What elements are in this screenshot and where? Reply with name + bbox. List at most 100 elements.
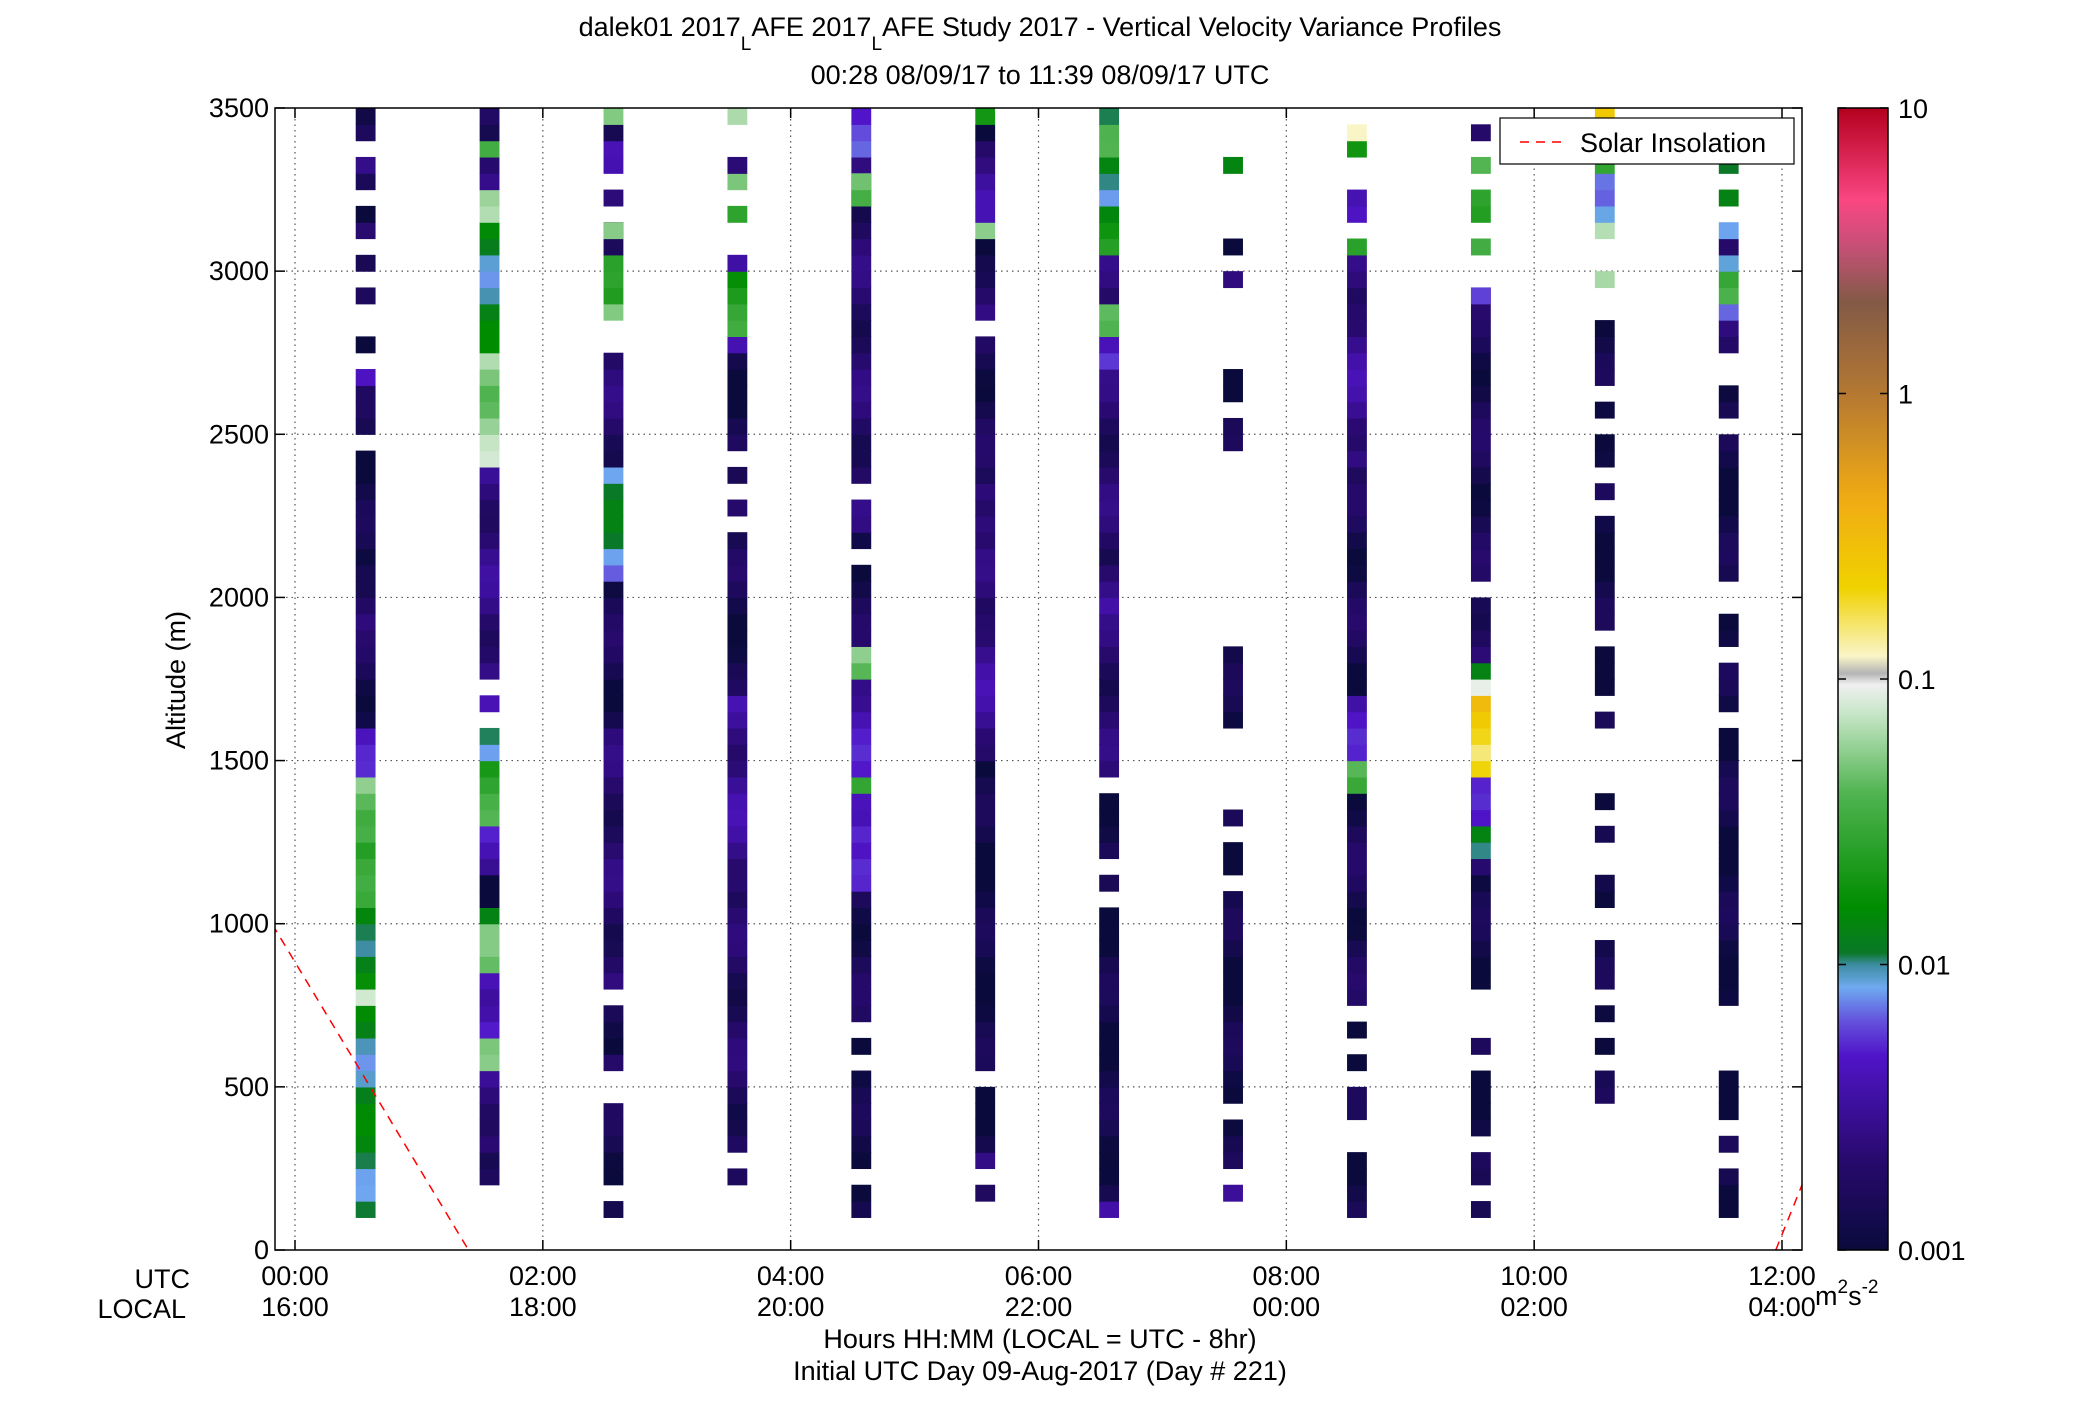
variance-cell: [1347, 695, 1367, 713]
variance-cell: [355, 466, 376, 484]
variance-cell: [1347, 385, 1367, 403]
variance-cell: [1099, 842, 1120, 860]
variance-cell: [479, 205, 500, 223]
variance-cell: [603, 140, 624, 158]
variance-cell: [1347, 254, 1367, 272]
variance-cell: [727, 988, 748, 1006]
variance-cell: [1718, 940, 1739, 957]
variance-cell: [479, 776, 500, 794]
variance-cell: [355, 613, 376, 631]
x-tick-label-utc: 04:00: [757, 1261, 825, 1291]
variance-cell: [603, 303, 624, 321]
variance-cell: [727, 842, 748, 860]
variance-cell: [479, 874, 500, 892]
variance-cell: [1347, 613, 1367, 631]
variance-cell: [479, 597, 500, 615]
variance-cell: [603, 956, 624, 974]
variance-cell: [1470, 352, 1491, 370]
variance-cell: [355, 254, 376, 272]
y-tick-label: 0: [254, 1235, 269, 1265]
variance-cell: [479, 515, 500, 533]
variance-cell: [1718, 776, 1739, 794]
variance-cell: [1347, 1201, 1367, 1218]
variance-cell: [975, 1037, 996, 1055]
variance-cell: [1594, 515, 1615, 533]
variance-cell: [1718, 956, 1739, 974]
variance-cell: [1594, 336, 1615, 354]
variance-cell: [1347, 744, 1367, 762]
variance-cell: [727, 548, 748, 566]
variance-cell: [1099, 303, 1120, 321]
variance-cell: [1594, 352, 1615, 370]
variance-cell: [479, 727, 500, 745]
variance-cell: [727, 385, 748, 403]
colorbar-tick-label: 0.1: [1898, 665, 1936, 695]
variance-cell: [1470, 548, 1491, 566]
variance-cell: [851, 499, 872, 517]
variance-cell: [1099, 646, 1120, 664]
variance-cell: [1470, 189, 1491, 207]
variance-cell: [1223, 842, 1243, 860]
variance-cell: [1470, 1037, 1491, 1055]
variance-cell: [851, 646, 872, 664]
variance-cell: [851, 1201, 872, 1218]
variance-cell: [603, 1005, 624, 1023]
variance-cell: [975, 434, 996, 452]
variance-cell: [1718, 793, 1739, 811]
variance-cell: [355, 532, 376, 550]
variance-cell: [1223, 858, 1243, 876]
variance-cell: [479, 613, 500, 631]
variance-cell: [355, 842, 376, 860]
variance-cell: [355, 108, 376, 125]
variance-cell: [355, 483, 376, 501]
variance-cell: [1347, 891, 1367, 908]
variance-cell: [1223, 923, 1243, 941]
variance-cell: [1099, 287, 1120, 305]
variance-cell: [851, 597, 872, 615]
variance-cell: [851, 140, 872, 158]
variance-cell: [727, 401, 748, 419]
variance-cell: [727, 1037, 748, 1055]
variance-cell: [355, 515, 376, 533]
variance-cell: [1099, 695, 1120, 713]
variance-cell: [479, 662, 500, 680]
variance-cell: [603, 1168, 624, 1186]
variance-cell: [1347, 564, 1367, 582]
variance-cell: [479, 1070, 500, 1088]
variance-cell: [851, 254, 872, 272]
variance-cell: [355, 385, 376, 403]
variance-cell: [603, 156, 624, 174]
variance-cell: [1594, 711, 1615, 729]
variance-cell: [1099, 613, 1120, 631]
variance-cell: [1470, 434, 1491, 452]
variance-cell: [1718, 401, 1739, 419]
colorbar-tick-label: 0.001: [1898, 1236, 1966, 1266]
variance-cell: [1347, 972, 1367, 990]
variance-cell: [1099, 744, 1120, 762]
variance-cell: [975, 825, 996, 843]
variance-cell: [1099, 679, 1120, 696]
variance-cell: [1347, 369, 1367, 386]
variance-cell: [479, 352, 500, 370]
variance-cell: [603, 515, 624, 533]
variance-cell: [975, 499, 996, 517]
variance-cell: [1718, 825, 1739, 843]
variance-cell: [1099, 434, 1120, 452]
variance-cell: [1347, 238, 1367, 256]
variance-cell: [975, 254, 996, 272]
variance-cell: [1347, 434, 1367, 452]
solar-insolation-line: [275, 927, 470, 1250]
variance-cell: [1718, 450, 1739, 468]
variance-cell: [355, 124, 376, 142]
variance-cell: [727, 434, 748, 452]
variance-cell: [1470, 662, 1491, 680]
variance-cell: [727, 1168, 748, 1186]
variance-cell: [479, 548, 500, 566]
variance-cell: [1099, 336, 1120, 354]
variance-cell: [1099, 1070, 1120, 1088]
variance-cell: [1594, 450, 1615, 468]
variance-cell: [975, 1119, 996, 1137]
variance-cell: [851, 744, 872, 762]
variance-cell: [727, 776, 748, 794]
variance-cell: [355, 1152, 376, 1170]
